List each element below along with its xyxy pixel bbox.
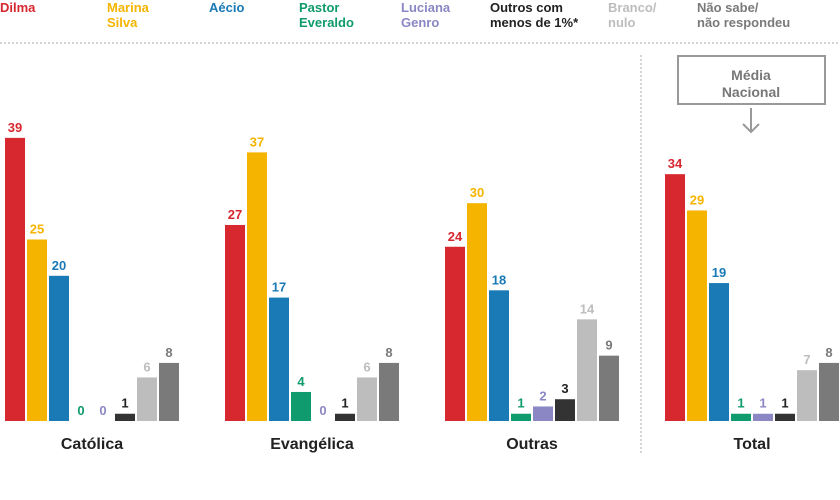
value-label: 20 [52, 258, 66, 273]
value-label: 0 [319, 403, 326, 418]
bar [577, 319, 597, 421]
bar [49, 275, 69, 421]
bar [27, 239, 47, 421]
bar [797, 370, 817, 421]
legend: Dilma Marina Silva Aécio Pastor Everaldo Luc… [0, 0, 840, 42]
x-tick-label: Outras [506, 436, 558, 453]
bar [291, 391, 311, 421]
value-label: 8 [165, 345, 172, 360]
value-label: 0 [99, 403, 106, 418]
bar [599, 355, 619, 421]
value-label: 27 [228, 207, 242, 222]
bar [555, 399, 575, 421]
annotation-box [677, 55, 826, 105]
value-label: 8 [385, 345, 392, 360]
legend-entry: Dilma [0, 0, 36, 15]
bar [5, 137, 25, 422]
value-label: 9 [605, 338, 612, 353]
value-label: 2 [539, 388, 546, 403]
bar [775, 413, 795, 421]
value-label: 1 [759, 396, 766, 411]
bar [511, 413, 531, 421]
bar [159, 362, 179, 421]
bar [225, 224, 245, 421]
value-label: 8 [825, 345, 832, 360]
bar [115, 413, 135, 421]
value-label: 34 [668, 156, 683, 171]
value-label: 24 [448, 229, 463, 244]
bar [269, 297, 289, 421]
value-label: 1 [737, 396, 744, 411]
value-label: 1 [517, 396, 524, 411]
value-label: 4 [297, 374, 305, 389]
bar [247, 152, 267, 421]
legend-entry: Marina Silva [107, 0, 149, 30]
value-label: 1 [121, 396, 128, 411]
value-label: 7 [803, 352, 810, 367]
bar [753, 413, 773, 421]
legend-entry: Outros com menos de 1%* [490, 0, 579, 30]
bar [379, 362, 399, 421]
bar [489, 290, 509, 421]
value-label: 25 [30, 222, 44, 237]
bar [731, 413, 751, 421]
bar [687, 210, 707, 421]
legend-entry: Branco/ nulo [608, 0, 657, 30]
bar [137, 377, 157, 421]
value-label: 17 [272, 280, 286, 295]
value-label: 1 [341, 396, 348, 411]
arrow-head [742, 123, 760, 134]
x-tick-label: Evangélica [270, 436, 354, 453]
value-label: 39 [8, 120, 22, 135]
value-label: 30 [470, 185, 484, 200]
legend-entry: Luciana Genro [401, 0, 451, 30]
legend-entry: Não sabe/ não respondeu [697, 0, 791, 30]
bar [445, 246, 465, 421]
value-label: 6 [143, 359, 150, 374]
legend-entry: Aécio [209, 0, 245, 15]
bar [533, 406, 553, 421]
value-label: 3 [561, 381, 568, 396]
x-tick-label: Total [733, 436, 770, 453]
value-label: 19 [712, 265, 726, 280]
bar [335, 413, 355, 421]
legend-entry: Pastor Everaldo [299, 0, 354, 30]
value-label: 6 [363, 359, 370, 374]
value-label: 37 [250, 134, 264, 149]
bar [665, 174, 685, 421]
annotation: Média Nacional [722, 67, 780, 100]
bar [357, 377, 377, 421]
bar [709, 283, 729, 421]
value-label: 29 [690, 192, 704, 207]
value-label: 1 [781, 396, 788, 411]
bar [819, 362, 839, 421]
bar [467, 203, 487, 421]
value-label: 18 [492, 272, 506, 287]
value-label: 14 [580, 301, 595, 316]
x-tick-label: Católica [61, 436, 123, 453]
value-label: 0 [77, 403, 84, 418]
